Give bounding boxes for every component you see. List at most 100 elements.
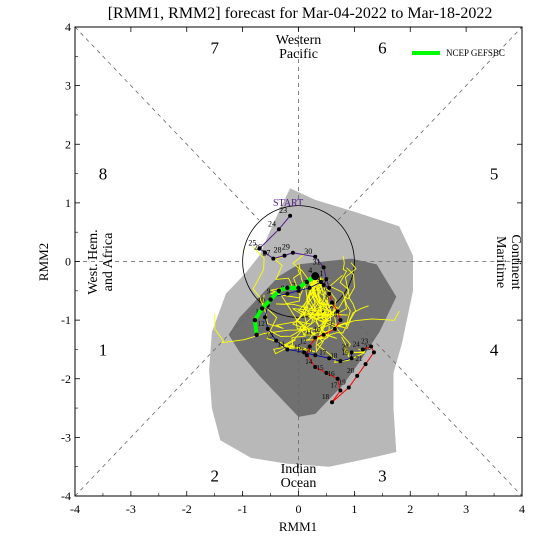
x-tick-label: -2 — [182, 502, 192, 516]
y-tick-label: -4 — [61, 489, 71, 503]
x-tick-label: 0 — [296, 502, 302, 516]
forecast-path-a-point — [346, 385, 351, 390]
forecast-path-a-day-label: 10 — [314, 326, 322, 334]
region-label-western-pacific: Pacific — [279, 47, 318, 62]
ensemble-member-line — [252, 246, 316, 329]
forecast-path-b-day-label: 17 — [319, 349, 327, 357]
observed-path-day-label: 25 — [248, 239, 256, 248]
forecast-path-a-day-label: 7 — [331, 302, 335, 310]
phase-number-5: 5 — [490, 165, 499, 184]
y-tick-label: -1 — [61, 313, 71, 327]
y-tick-label: 0 — [65, 255, 71, 269]
x-tick-label: 3 — [463, 502, 469, 516]
forecast-path-b-point — [313, 353, 318, 358]
forecast-path-a-day-label: 24 — [353, 340, 361, 348]
forecast-path-a-point — [330, 400, 335, 405]
legend: NCEP GEFSBC — [412, 48, 505, 58]
x-tick-label: 4 — [519, 502, 525, 516]
forecast-path-b-point — [285, 291, 290, 296]
phase-number-4: 4 — [490, 340, 499, 359]
forecast-path-a-day-label: 15 — [316, 364, 324, 372]
forecast-path-b-day-label: 20 — [342, 343, 350, 351]
y-tick-label: -3 — [61, 430, 71, 444]
ensemble-member-line — [266, 276, 316, 353]
phase-number-8: 8 — [99, 165, 108, 184]
ensemble-member-line — [307, 262, 357, 329]
forecast-path-b-day-label: 19 — [342, 349, 350, 357]
forecast-path-a-day-label: 12 — [300, 338, 308, 346]
observed-path-point — [321, 265, 326, 270]
forecast-path-b-day-label: 9 — [267, 288, 271, 296]
ensemble-member-line — [280, 276, 316, 336]
observed-path-point — [262, 250, 267, 255]
region-label-maritime-continent: Maritime — [493, 236, 508, 288]
forecast-path-b-point — [262, 315, 267, 320]
forecast-path-b-point — [274, 338, 279, 343]
forecast-path-b-point — [349, 350, 354, 355]
forecast-path-a-point — [355, 373, 360, 378]
observed-path-point — [327, 285, 332, 290]
x-tick-label: -4 — [70, 502, 80, 516]
observed-path-point — [313, 254, 318, 259]
region-label-west-hem-africa: West. Hem. — [86, 229, 101, 294]
ensemble-mean-point — [296, 285, 301, 291]
observed-path-point — [257, 246, 262, 251]
forecast-path-b-line — [264, 281, 353, 362]
forecast-path-a-day-label: 16 — [328, 370, 336, 378]
ensemble-mean-point — [268, 297, 273, 302]
ensemble-mean-point — [259, 306, 265, 311]
forecast-path-b-point — [338, 359, 343, 364]
chart-title: [RMM1, RMM2] forecast for Mar-04-2022 to… — [108, 5, 493, 22]
forecast-path-a-point — [307, 344, 312, 349]
forecast-path-b-point — [302, 350, 307, 355]
ensemble-member-line — [301, 275, 334, 334]
forecast-path-a-day-label: 18 — [322, 393, 330, 401]
region-label-indian-ocean: Ocean — [281, 476, 317, 491]
ensemble-member-line — [311, 255, 350, 328]
y-tick-label: 4 — [65, 20, 71, 34]
ensemble-mean-point — [276, 288, 282, 294]
y-tick-label: -2 — [61, 372, 71, 386]
observed-path-day-label: 28 — [274, 246, 282, 255]
region-label-western-pacific: Western — [276, 33, 322, 48]
observed-path-day-label: 2 — [322, 278, 326, 287]
forecast-path-a-point — [335, 309, 340, 314]
ensemble-member-line — [308, 275, 330, 318]
x-tick-label: 1 — [351, 502, 357, 516]
x-tick-label: -3 — [126, 502, 136, 516]
forecast-path-a-day-label: 17 — [330, 381, 338, 389]
region-label-maritime-continent: Continent — [508, 234, 523, 289]
forecast-path-b-day-label: 13 — [266, 332, 274, 340]
observed-path-day-label: 31 — [313, 257, 321, 266]
forecast-path-a-point — [335, 376, 340, 381]
forecast-path-a-day-label: 6 — [326, 294, 330, 302]
ensemble-member-line — [272, 275, 325, 355]
forecast-path-b-day-label: 7 — [292, 282, 296, 290]
observed-path-day-label: 3 — [317, 275, 321, 284]
unit-circle — [242, 205, 355, 318]
forecast-path-b-point — [285, 347, 290, 352]
forecast-path-b-point — [327, 356, 332, 361]
phase-number-7: 7 — [210, 39, 219, 58]
y-tick-label: 3 — [65, 79, 71, 93]
forecast-path-b-day-label: 15 — [294, 343, 302, 351]
ensemble-mean-point — [304, 279, 310, 285]
forecast-path-b-point — [265, 326, 270, 331]
observed-path-day-label: 1 — [319, 269, 323, 278]
forecast-path-a-day-label: 19 — [339, 379, 347, 387]
forecast-path-b-point — [307, 285, 312, 290]
phase-guides — [74, 26, 523, 497]
ensemble-mean-point — [254, 332, 259, 337]
forecast-path-b-day-label: 18 — [330, 352, 338, 360]
observed-path-point — [321, 282, 326, 287]
start-label: START — [273, 198, 303, 209]
y-tick-label: 2 — [65, 137, 71, 151]
forecast-path-a-day-label: 8 — [334, 311, 338, 319]
region-label-west-hem-africa: and Africa — [101, 232, 116, 291]
forecast-path-a-day-label: 21 — [356, 355, 364, 363]
forecast-paths: 2324252627282930311234567891011121314151… — [248, 206, 376, 405]
forecast-path-b-point — [349, 356, 354, 361]
